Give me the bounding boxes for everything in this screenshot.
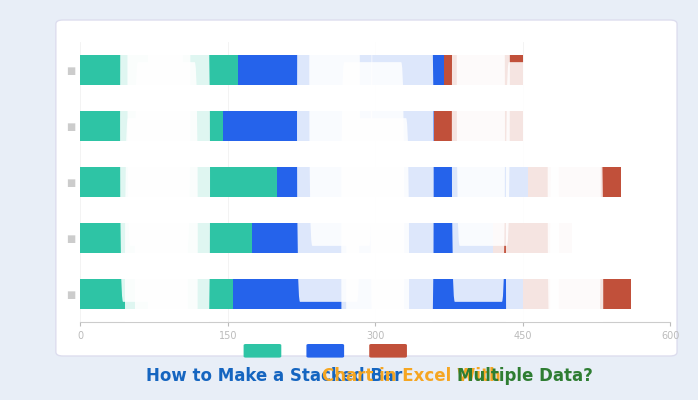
Bar [444, 56, 523, 84]
FancyBboxPatch shape [297, 0, 360, 302]
FancyBboxPatch shape [346, 118, 409, 400]
Bar [434, 112, 523, 140]
Bar [223, 112, 434, 140]
FancyBboxPatch shape [548, 6, 601, 358]
Text: Multiple Data?: Multiple Data? [457, 367, 593, 385]
FancyBboxPatch shape [128, 0, 191, 246]
Bar [80, 280, 232, 308]
Bar [232, 280, 523, 308]
Bar [252, 224, 493, 252]
Bar [80, 224, 252, 252]
FancyBboxPatch shape [147, 6, 210, 358]
FancyBboxPatch shape [135, 62, 198, 400]
Bar [80, 112, 223, 140]
Text: How to Make a Stacked Bar: How to Make a Stacked Bar [146, 367, 408, 385]
FancyBboxPatch shape [506, 62, 559, 400]
Bar [80, 168, 277, 196]
FancyBboxPatch shape [309, 0, 372, 246]
Bar [277, 168, 528, 196]
FancyBboxPatch shape [120, 0, 183, 302]
FancyBboxPatch shape [371, 6, 433, 358]
Bar [528, 168, 621, 196]
Bar [237, 56, 444, 84]
Bar [523, 280, 631, 308]
FancyBboxPatch shape [452, 0, 505, 302]
Bar [80, 56, 237, 84]
FancyBboxPatch shape [125, 118, 188, 400]
FancyBboxPatch shape [456, 0, 510, 246]
Bar [493, 224, 572, 252]
FancyBboxPatch shape [550, 118, 603, 400]
Text: Chart in Excel With: Chart in Excel With [322, 367, 506, 385]
FancyBboxPatch shape [341, 62, 404, 400]
